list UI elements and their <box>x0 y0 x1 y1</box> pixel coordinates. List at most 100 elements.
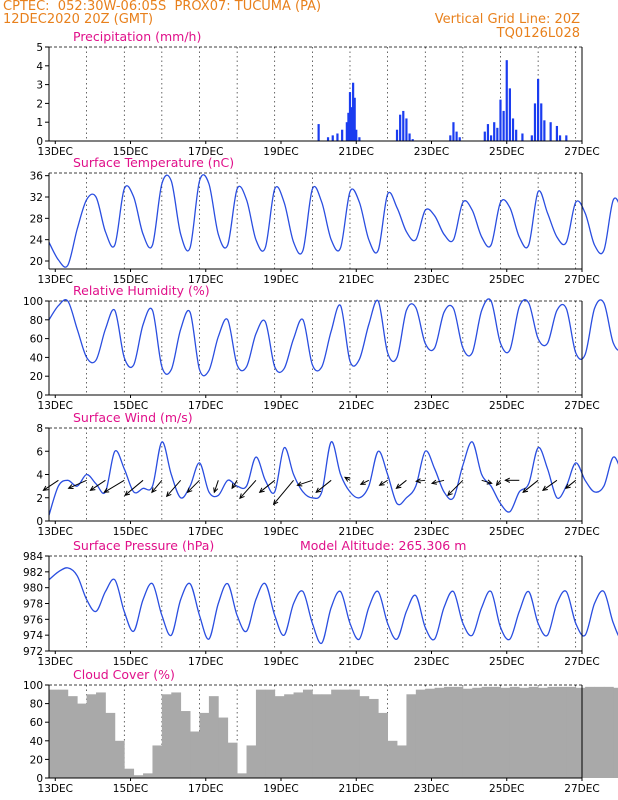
cloud-xtick-label: 13DEC <box>38 783 73 795</box>
wind-arrow <box>273 479 294 505</box>
precip-bar <box>402 110 405 141</box>
precip-bar <box>449 135 452 141</box>
precip-bar <box>326 137 330 141</box>
wind-arrowhead <box>359 480 366 485</box>
cloud-bar <box>302 689 313 778</box>
cloud-xtick-label: 15DEC <box>113 783 148 795</box>
precip-bar <box>489 135 493 141</box>
cloud-bar <box>265 689 276 778</box>
wind-arrowhead <box>258 487 265 494</box>
pressure-title: Surface Pressure (hPa) <box>73 538 214 553</box>
cloud-bar <box>575 687 586 778</box>
wind-arrowhead <box>486 479 493 485</box>
precip-bar <box>352 82 355 141</box>
precip-bar <box>502 110 505 141</box>
precip-bar <box>483 131 486 141</box>
precip-bar <box>493 122 496 141</box>
cloud-bar <box>274 696 285 778</box>
pressure-xtick-label: 17DEC <box>188 656 223 668</box>
humidity-xtick-label: 15DEC <box>113 400 148 412</box>
wind-title: Surface Wind (m/s) <box>73 410 193 425</box>
wind-arrow <box>43 479 59 491</box>
humidity-xtick-label: 23DEC <box>414 400 449 412</box>
cloud-bar <box>77 703 88 778</box>
cloud-ytick-label: 100 <box>23 680 43 692</box>
wind-xtick-label: 27DEC <box>564 526 599 538</box>
cloud-bar <box>190 731 200 778</box>
cloud-bar <box>406 694 417 778</box>
cloud-bar <box>585 686 595 778</box>
precip-bar <box>549 122 552 141</box>
wind-series-line <box>48 441 618 516</box>
humidity-ytick-label: 100 <box>23 296 43 308</box>
humidity-xtick-label: 19DEC <box>263 400 298 412</box>
precip-bar <box>515 129 518 141</box>
cloud-bar <box>509 686 520 778</box>
wind-arrow <box>522 479 539 493</box>
pressure-ytick-label: 976 <box>23 614 43 626</box>
wind-arrowhead <box>103 487 110 493</box>
wind-xtick-label: 15DEC <box>113 526 148 538</box>
wind-arrowhead <box>504 477 511 483</box>
pressure-ytick-label: 980 <box>23 583 43 595</box>
cloud-xtick-label: 19DEC <box>263 783 298 795</box>
pressure-ytick-label: 974 <box>23 630 43 642</box>
precip-bar <box>408 133 411 141</box>
pressure-xtick-label: 19DEC <box>263 656 298 668</box>
wind-arrow <box>213 480 219 493</box>
cloud-bar <box>397 745 407 778</box>
cloud-bar <box>331 689 341 778</box>
precip-bar <box>452 122 455 141</box>
cloud-bar <box>133 775 144 778</box>
wind-arrow <box>542 479 558 491</box>
wind-ytick-label: 4 <box>36 470 43 482</box>
cloud-bar <box>340 689 351 778</box>
wind-ytick-label: 0 <box>36 516 43 528</box>
wind-arrowhead <box>415 478 422 484</box>
precip-bar <box>543 120 546 141</box>
cloud-bar <box>415 689 426 778</box>
humidity-ytick-label: 60 <box>30 334 43 346</box>
precip-ytick-label: 4 <box>36 61 43 73</box>
wind-arrow <box>360 479 370 485</box>
pressure-xtick-label: 21DEC <box>339 656 374 668</box>
pressure-ytick-label: 982 <box>23 567 43 579</box>
wind-arrowhead <box>165 491 172 498</box>
precip-bar <box>530 135 533 141</box>
temperature-xtick-label: 19DEC <box>263 274 298 286</box>
wind-arrowhead <box>541 485 548 491</box>
temperature-series-line <box>48 174 618 268</box>
cloud-bar <box>114 740 125 778</box>
cloud-bar <box>556 686 567 778</box>
cloud-bar <box>349 689 360 778</box>
cloud-ytick-label: 60 <box>30 717 43 729</box>
header-station-line: CPTEC: 052:30W-06:05S PROX07: TUCUMA (PA… <box>3 0 322 14</box>
temperature-ytick-label: 36 <box>30 171 44 183</box>
header-date-line: 12DEC2020 20Z (GMT) <box>3 12 154 27</box>
precip-bar <box>496 127 499 141</box>
wind-arrowhead <box>447 490 453 497</box>
precip-ytick-label: 0 <box>36 136 43 148</box>
wind-arrow <box>259 479 276 493</box>
humidity-xtick-label: 21DEC <box>339 400 374 412</box>
humidity-series-line <box>48 298 618 377</box>
wind-arrow <box>68 479 87 489</box>
wind-arrowhead <box>296 481 303 487</box>
humidity-ytick-label: 20 <box>30 371 43 383</box>
cloud-bar <box>528 686 539 778</box>
precip-bar <box>399 114 402 141</box>
cloud-bar <box>199 712 210 778</box>
wind-xtick-label: 19DEC <box>263 526 298 538</box>
cloud-bar <box>603 686 614 778</box>
header-grid-note: Vertical Grid Line: 20Z <box>434 12 580 27</box>
wind-arrow <box>239 479 257 499</box>
precip-xtick-label: 27DEC <box>564 146 599 158</box>
cloud-xtick-label: 17DEC <box>188 783 223 795</box>
precip-bar <box>405 118 408 141</box>
cloud-bar <box>491 686 501 778</box>
wind-arrow <box>379 479 388 486</box>
cloud-ytick-label: 0 <box>36 773 43 785</box>
precip-xtick-label: 25DEC <box>489 146 524 158</box>
temperature-xtick-label: 27DEC <box>564 274 599 286</box>
cloud-bar <box>180 711 191 778</box>
